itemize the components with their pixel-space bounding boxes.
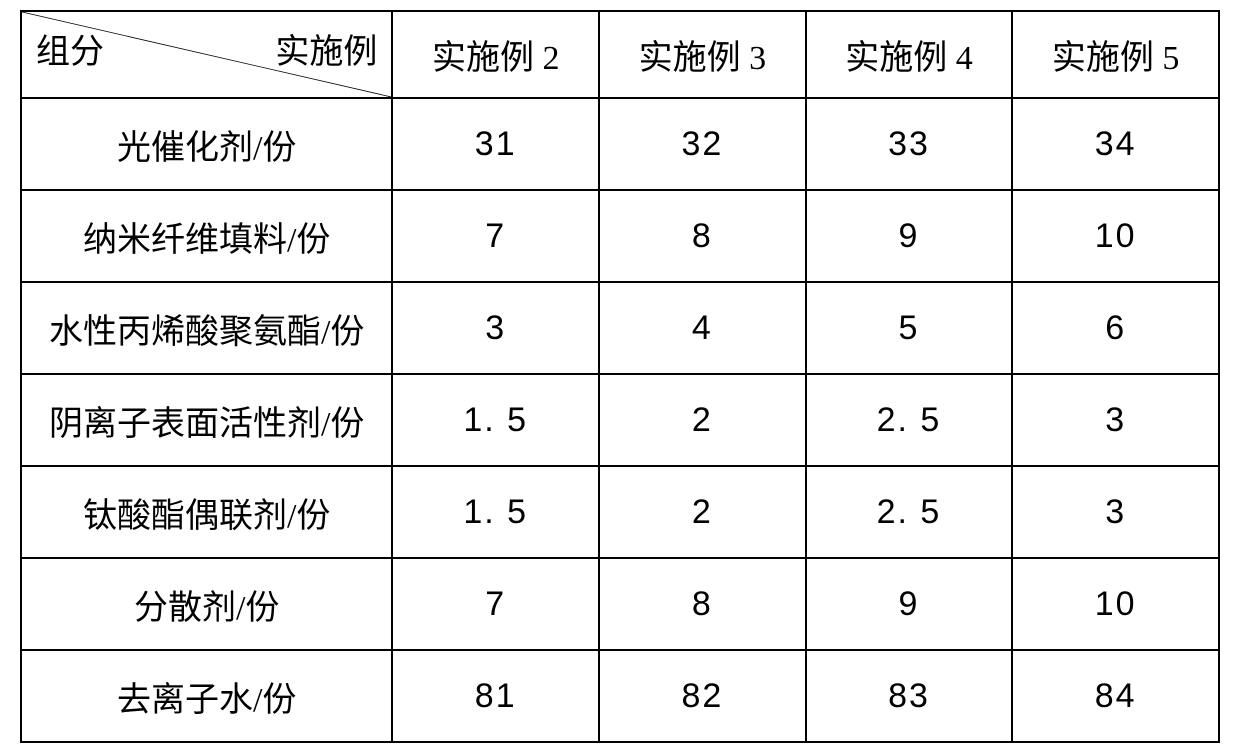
cell: 9	[806, 190, 1013, 282]
table-row: 水性丙烯酸聚氨酯/份 3 4 5 6	[21, 282, 1219, 374]
cell: 3	[1012, 466, 1219, 558]
cell: 2	[599, 374, 806, 466]
table-row: 纳米纤维填料/份 7 8 9 10	[21, 190, 1219, 282]
row-label: 水性丙烯酸聚氨酯/份	[21, 282, 392, 374]
table-row: 钛酸酯偶联剂/份 1. 5 2 2. 5 3	[21, 466, 1219, 558]
cell: 10	[1012, 190, 1219, 282]
table-row: 阴离子表面活性剂/份 1. 5 2 2. 5 3	[21, 374, 1219, 466]
table-row: 去离子水/份 81 82 83 84	[21, 650, 1219, 742]
cell: 83	[806, 650, 1013, 742]
cell: 8	[599, 558, 806, 650]
cell: 2. 5	[806, 374, 1013, 466]
cell: 7	[392, 558, 599, 650]
col-header: 实施例 3	[599, 11, 806, 98]
row-label: 阴离子表面活性剂/份	[21, 374, 392, 466]
cell: 32	[599, 98, 806, 190]
row-label: 纳米纤维填料/份	[21, 190, 392, 282]
cell: 8	[599, 190, 806, 282]
cell: 31	[392, 98, 599, 190]
row-label: 光催化剂/份	[21, 98, 392, 190]
cell: 1. 5	[392, 374, 599, 466]
row-label: 去离子水/份	[21, 650, 392, 742]
table-row: 分散剂/份 7 8 9 10	[21, 558, 1219, 650]
cell: 3	[392, 282, 599, 374]
col-header: 实施例 5	[1012, 11, 1219, 98]
col-header: 实施例 2	[392, 11, 599, 98]
col-header: 实施例 4	[806, 11, 1013, 98]
cell: 33	[806, 98, 1013, 190]
cell: 34	[1012, 98, 1219, 190]
row-label: 钛酸酯偶联剂/份	[21, 466, 392, 558]
diag-label-component: 组分	[36, 24, 104, 73]
cell: 4	[599, 282, 806, 374]
cell: 2	[599, 466, 806, 558]
cell: 81	[392, 650, 599, 742]
cell: 5	[806, 282, 1013, 374]
cell: 9	[806, 558, 1013, 650]
composition-table: 组分 实施例 实施例 2 实施例 3 实施例 4 实施例 5 光催化剂/份 31…	[20, 10, 1220, 743]
table-header-row: 组分 实施例 实施例 2 实施例 3 实施例 4 实施例 5	[21, 11, 1219, 98]
cell: 2. 5	[806, 466, 1013, 558]
page-container: 组分 实施例 实施例 2 实施例 3 实施例 4 实施例 5 光催化剂/份 31…	[0, 0, 1240, 745]
cell: 6	[1012, 282, 1219, 374]
diag-label-example: 实施例	[275, 24, 377, 73]
cell: 7	[392, 190, 599, 282]
row-label: 分散剂/份	[21, 558, 392, 650]
diagonal-header-cell: 组分 实施例	[21, 11, 392, 98]
cell: 3	[1012, 374, 1219, 466]
cell: 82	[599, 650, 806, 742]
cell: 1. 5	[392, 466, 599, 558]
cell: 10	[1012, 558, 1219, 650]
cell: 84	[1012, 650, 1219, 742]
table-row: 光催化剂/份 31 32 33 34	[21, 98, 1219, 190]
